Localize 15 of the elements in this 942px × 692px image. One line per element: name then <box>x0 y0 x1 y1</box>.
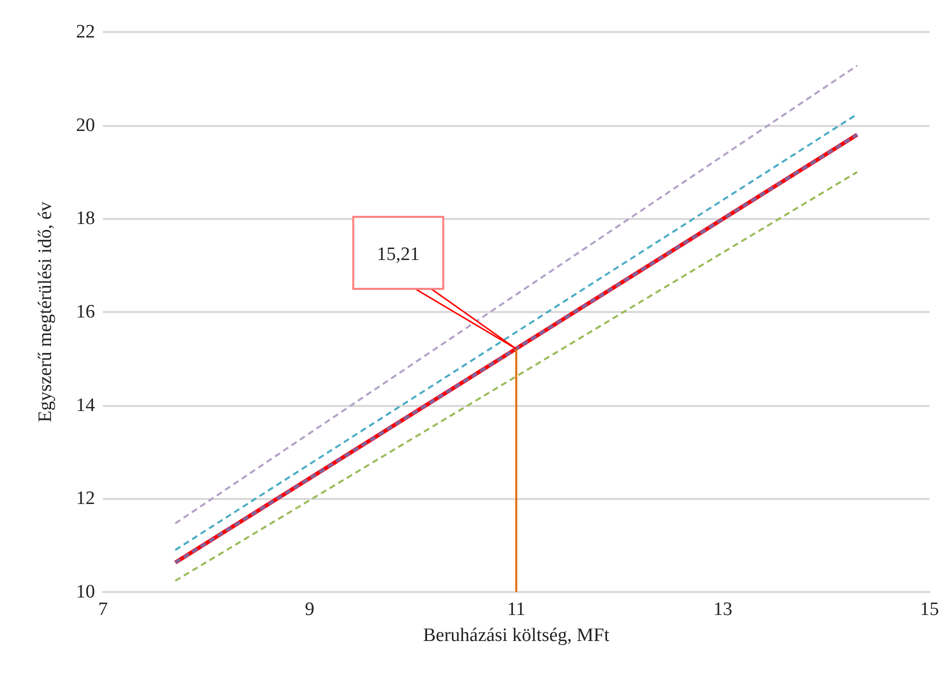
x-tick-label: 15 <box>920 599 939 620</box>
y-tick-label: 10 <box>76 582 95 602</box>
y-tick-label: 22 <box>76 22 95 42</box>
y-tick-label: 20 <box>76 114 95 136</box>
y-axis-title: Egyszerű megtérülési idő, év <box>35 201 56 422</box>
x-tick-label: 13 <box>713 599 732 620</box>
x-tick-label: 9 <box>304 599 314 620</box>
annotation: 15,21 <box>376 244 420 265</box>
y-tick-label: 12 <box>76 488 95 510</box>
x-tick-label: 11 <box>507 599 526 620</box>
y-tick-label: 16 <box>76 302 95 322</box>
x-axis-title: Beruházási költség, MFt <box>423 625 610 646</box>
y-tick-label: 14 <box>76 394 96 416</box>
x-tick-label: 7 <box>98 599 108 620</box>
y-tick-label: 18 <box>76 208 95 230</box>
